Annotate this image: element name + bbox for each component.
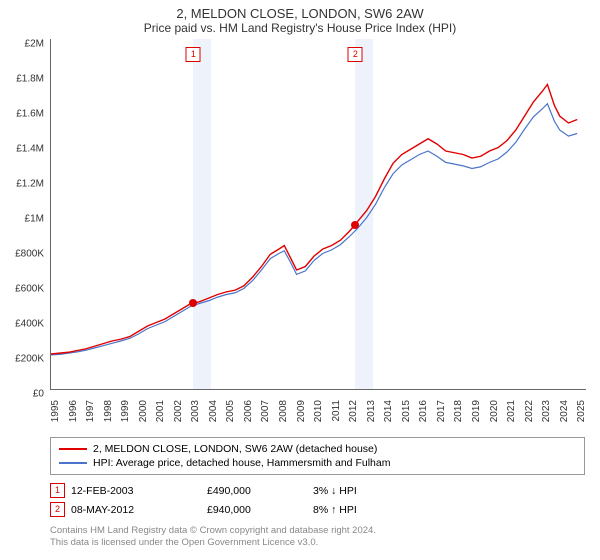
x-tick-label: 2016 xyxy=(418,400,429,422)
x-tick-label: 2017 xyxy=(436,400,447,422)
sale-diff: 8% ↑ HPI xyxy=(313,504,585,516)
chart-title: 2, MELDON CLOSE, LONDON, SW6 2AW xyxy=(0,0,600,21)
y-tick-label: £1.6M xyxy=(16,109,44,120)
attribution-line2: This data is licensed under the Open Gov… xyxy=(50,537,585,549)
y-axis: £0£200K£400K£600K£800K£1M£1.2M£1.4M£1.6M… xyxy=(0,44,48,394)
x-tick-label: 2023 xyxy=(541,400,552,422)
x-tick-label: 2001 xyxy=(155,400,166,422)
x-axis: 1995 1996 1997 1998 1999 2000 2001 2002 2003 2004… xyxy=(50,396,585,436)
y-tick-label: £2M xyxy=(25,39,44,50)
x-tick-label: 2004 xyxy=(208,400,219,422)
legend-label: 2, MELDON CLOSE, LONDON, SW6 2AW (detach… xyxy=(93,443,377,455)
x-tick-label: 2011 xyxy=(331,400,342,422)
sale-row-marker: 2 xyxy=(50,502,65,517)
legend: 2, MELDON CLOSE, LONDON, SW6 2AW (detach… xyxy=(50,437,585,475)
x-tick-label: 2018 xyxy=(453,400,464,422)
sale-dot-1 xyxy=(189,299,197,307)
y-tick-label: £1.2M xyxy=(16,179,44,190)
x-tick-label: 2020 xyxy=(489,400,500,422)
x-tick-label: 1998 xyxy=(103,400,114,422)
legend-swatch xyxy=(59,462,87,464)
series-hpi xyxy=(51,104,577,355)
sale-date: 08-MAY-2012 xyxy=(71,504,201,516)
sale-diff: 3% ↓ HPI xyxy=(313,485,585,497)
x-tick-label: 1996 xyxy=(68,400,79,422)
legend-item: 2, MELDON CLOSE, LONDON, SW6 2AW (detach… xyxy=(59,442,576,456)
x-tick-label: 2021 xyxy=(506,400,517,422)
y-tick-label: £1M xyxy=(25,214,44,225)
y-tick-label: £200K xyxy=(15,354,44,365)
y-tick-label: £1.4M xyxy=(16,144,44,155)
y-tick-label: £0 xyxy=(33,389,44,400)
x-tick-label: 1997 xyxy=(85,400,96,422)
x-tick-label: 2019 xyxy=(471,400,482,422)
attribution-line1: Contains HM Land Registry data © Crown c… xyxy=(50,525,585,537)
x-tick-label: 2013 xyxy=(366,400,377,422)
sales-table: 1 12-FEB-2003 £490,000 3% ↓ HPI 2 08-MAY-2012… xyxy=(50,481,585,519)
sale-row: 2 08-MAY-2012 £940,000 8% ↑ HPI xyxy=(50,500,585,519)
x-tick-label: 2025 xyxy=(576,400,587,422)
y-tick-label: £1.8M xyxy=(16,74,44,85)
sale-price: £940,000 xyxy=(207,504,307,516)
y-tick-label: £600K xyxy=(15,284,44,295)
x-tick-label: 2024 xyxy=(559,400,570,422)
legend-swatch xyxy=(59,448,87,450)
x-tick-label: 2003 xyxy=(190,400,201,422)
series-price_paid xyxy=(51,85,577,355)
sale-price: £490,000 xyxy=(207,485,307,497)
x-tick-label: 2010 xyxy=(313,400,324,422)
x-tick-label: 2012 xyxy=(348,400,359,422)
x-tick-label: 2008 xyxy=(278,400,289,422)
x-tick-label: 2009 xyxy=(296,400,307,422)
chart-subtitle: Price paid vs. HM Land Registry's House … xyxy=(0,21,600,35)
plot-area: 12 xyxy=(50,39,586,390)
x-tick-label: 1999 xyxy=(120,400,131,422)
sale-marker-2: 2 xyxy=(348,47,363,62)
sale-row: 1 12-FEB-2003 £490,000 3% ↓ HPI xyxy=(50,481,585,500)
sale-date: 12-FEB-2003 xyxy=(71,485,201,497)
chart-svg xyxy=(51,39,586,389)
x-tick-label: 2002 xyxy=(173,400,184,422)
x-tick-label: 2005 xyxy=(225,400,236,422)
x-tick-label: 2006 xyxy=(243,400,254,422)
x-tick-label: 1995 xyxy=(50,400,61,422)
x-tick-label: 2014 xyxy=(383,400,394,422)
x-tick-label: 2007 xyxy=(260,400,271,422)
sale-row-marker: 1 xyxy=(50,483,65,498)
sale-dot-2 xyxy=(351,221,359,229)
x-tick-label: 2015 xyxy=(401,400,412,422)
x-tick-label: 2022 xyxy=(524,400,535,422)
x-tick-label: 2000 xyxy=(138,400,149,422)
sale-marker-1: 1 xyxy=(186,47,201,62)
y-tick-label: £800K xyxy=(15,249,44,260)
attribution: Contains HM Land Registry data © Crown c… xyxy=(50,525,585,550)
legend-item: HPI: Average price, detached house, Hamm… xyxy=(59,456,576,470)
y-tick-label: £400K xyxy=(15,319,44,330)
legend-label: HPI: Average price, detached house, Hamm… xyxy=(93,457,390,469)
